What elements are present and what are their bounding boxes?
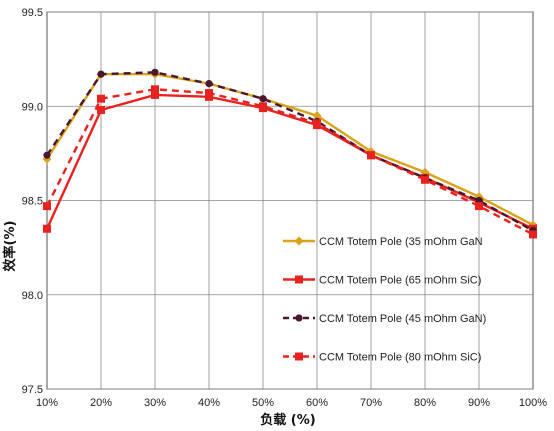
y-axis-title: 效率(%) bbox=[2, 221, 18, 272]
series-line bbox=[45, 88, 534, 236]
data-point bbox=[151, 90, 159, 99]
data-point bbox=[475, 202, 483, 211]
legend-marker bbox=[295, 275, 303, 284]
legend-item: CCM Totem Pole (35 mOhm GaN bbox=[283, 236, 483, 248]
data-point bbox=[312, 111, 322, 121]
x-tick-label: 100% bbox=[519, 397, 547, 409]
x-tick-label: 80% bbox=[414, 397, 436, 409]
data-point bbox=[43, 202, 51, 211]
legend-item: CCM Totem Pole (45 mOhm GaN) bbox=[283, 313, 486, 325]
legend-label: CCM Totem Pole (65 mOhm SiC) bbox=[319, 275, 481, 287]
legend-label: CCM Totem Pole (80 mOhm SiC) bbox=[319, 352, 481, 364]
legend-label: CCM Totem Pole (35 mOhm GaN bbox=[319, 236, 483, 248]
x-tick-label: 90% bbox=[468, 397, 490, 409]
x-tick-label: 20% bbox=[90, 397, 112, 409]
grid bbox=[46, 11, 534, 390]
data-point bbox=[43, 224, 51, 233]
data-point bbox=[259, 102, 267, 111]
data-point bbox=[367, 151, 375, 160]
data-point bbox=[97, 94, 105, 103]
data-point bbox=[97, 70, 105, 78]
legend-marker bbox=[294, 236, 304, 246]
data-point bbox=[259, 95, 267, 103]
data-point bbox=[205, 80, 213, 88]
legend-item: CCM Totem Pole (80 mOhm SiC) bbox=[283, 352, 481, 364]
legend: CCM Totem Pole (35 mOhm GaN CCM Totem Pol… bbox=[283, 236, 486, 364]
legend-marker bbox=[295, 314, 303, 322]
x-axis-title: 负载 (%) bbox=[260, 412, 315, 428]
series-line bbox=[46, 71, 534, 232]
data-point bbox=[313, 119, 321, 128]
x-tick-label: 60% bbox=[306, 397, 328, 409]
y-tick-label: 97.5 bbox=[22, 384, 43, 396]
data-point bbox=[43, 151, 51, 159]
x-tick-label: 70% bbox=[360, 397, 382, 409]
y-tick-label: 98.0 bbox=[22, 290, 43, 302]
legend-item: CCM Totem Pole (65 mOhm SiC) bbox=[283, 275, 481, 287]
y-tick-label: 99.0 bbox=[22, 101, 43, 113]
x-tick-label: 30% bbox=[144, 397, 166, 409]
data-point bbox=[151, 85, 159, 94]
data-point bbox=[421, 175, 429, 184]
data-point bbox=[529, 230, 537, 239]
data-point bbox=[205, 89, 213, 98]
series-4 bbox=[43, 85, 537, 239]
data-point bbox=[151, 68, 159, 76]
legend-marker bbox=[295, 352, 303, 361]
legend-label: CCM Totem Pole (45 mOhm GaN) bbox=[319, 313, 486, 325]
y-tick-labels: 97.5 98.0 98.5 99.0 99.5 bbox=[22, 7, 43, 396]
series-lines bbox=[42, 68, 538, 239]
y-tick-label: 99.5 bbox=[22, 7, 43, 19]
x-tick-label: 40% bbox=[198, 397, 220, 409]
x-tick-label: 50% bbox=[252, 397, 274, 409]
x-tick-label: 10% bbox=[36, 397, 58, 409]
y-tick-label: 98.5 bbox=[22, 196, 43, 208]
data-point bbox=[97, 106, 105, 115]
x-tick-labels: 10% 20% 30% 40% 50% 60% 70% 80% 90% 100% bbox=[36, 397, 547, 409]
